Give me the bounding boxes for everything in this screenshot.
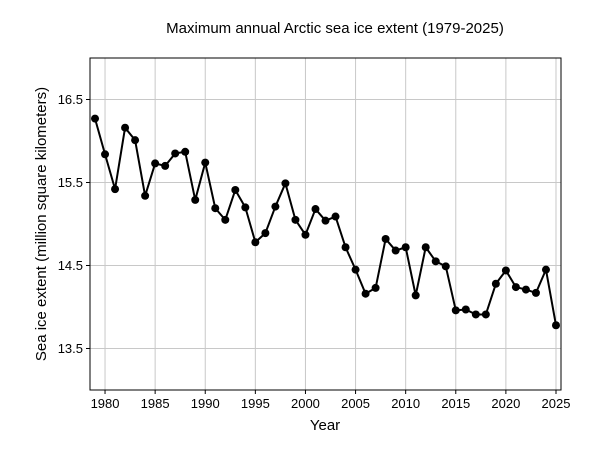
data-point: [411, 291, 420, 300]
data-point: [391, 246, 400, 255]
data-point: [541, 265, 550, 274]
data-point: [331, 212, 340, 221]
data-point: [171, 149, 180, 158]
data-points-group: [91, 114, 560, 330]
data-point: [341, 243, 350, 252]
data-point: [511, 283, 520, 292]
y-tick-label: 13.5: [58, 341, 83, 356]
data-point: [521, 285, 530, 294]
x-tick-label: 2005: [341, 396, 370, 411]
data-point: [431, 257, 440, 266]
data-point: [401, 243, 410, 252]
data-point: [321, 216, 330, 225]
data-point: [471, 310, 480, 319]
data-point: [491, 279, 500, 288]
data-point: [281, 179, 290, 188]
data-point: [221, 215, 230, 224]
y-axis-label: Sea ice extent (million square kilometer…: [33, 87, 50, 361]
data-point: [291, 215, 300, 224]
data-point: [501, 266, 510, 275]
plot-area-frame: [89, 57, 562, 391]
x-tick-label: 1980: [91, 396, 120, 411]
data-point: [481, 310, 490, 319]
data-point: [301, 230, 310, 239]
x-tick-label: 1990: [191, 396, 220, 411]
data-point: [421, 243, 430, 252]
data-point: [241, 203, 250, 212]
y-tick-label: 15.5: [58, 175, 83, 190]
data-point: [101, 150, 110, 159]
x-axis-label: Year: [310, 417, 340, 434]
chart-title: Maximum annual Arctic sea ice extent (19…: [166, 20, 504, 37]
data-point: [551, 321, 560, 330]
x-tick-label: 2015: [441, 396, 470, 411]
y-tick-label: 16.5: [58, 92, 83, 107]
data-point: [111, 185, 120, 194]
y-axis-ticks: 13.5 14.5 15.5 16.5: [58, 92, 90, 356]
x-tick-label: 1995: [241, 396, 270, 411]
data-point: [211, 204, 220, 213]
data-point: [161, 161, 170, 170]
data-point: [361, 289, 370, 298]
data-point: [271, 202, 280, 211]
data-point: [441, 262, 450, 271]
data-point: [381, 234, 390, 243]
data-point: [191, 195, 200, 204]
x-axis-ticks: 1980 1985 1990 1995 2000 2005 2010 2015 2020 2025: [91, 390, 571, 411]
data-point: [131, 136, 140, 145]
data-point: [181, 147, 190, 156]
x-tick-label: 2020: [491, 396, 520, 411]
data-point: [91, 114, 100, 123]
data-point: [311, 205, 320, 214]
data-point: [151, 159, 160, 168]
grid-lines: [90, 58, 561, 390]
data-point: [351, 265, 360, 274]
data-point: [251, 238, 260, 247]
x-tick-label: 1985: [141, 396, 170, 411]
x-tick-label: 2025: [542, 396, 571, 411]
data-point: [141, 191, 150, 200]
data-point: [231, 185, 240, 194]
x-tick-label: 2010: [391, 396, 420, 411]
data-point: [121, 123, 130, 132]
data-point: [461, 305, 470, 314]
data-point: [371, 283, 380, 292]
data-point: [531, 288, 540, 297]
x-tick-label: 2000: [291, 396, 320, 411]
data-point: [451, 306, 460, 315]
data-point: [201, 158, 210, 167]
data-point: [261, 229, 270, 238]
y-tick-label: 14.5: [58, 258, 83, 273]
